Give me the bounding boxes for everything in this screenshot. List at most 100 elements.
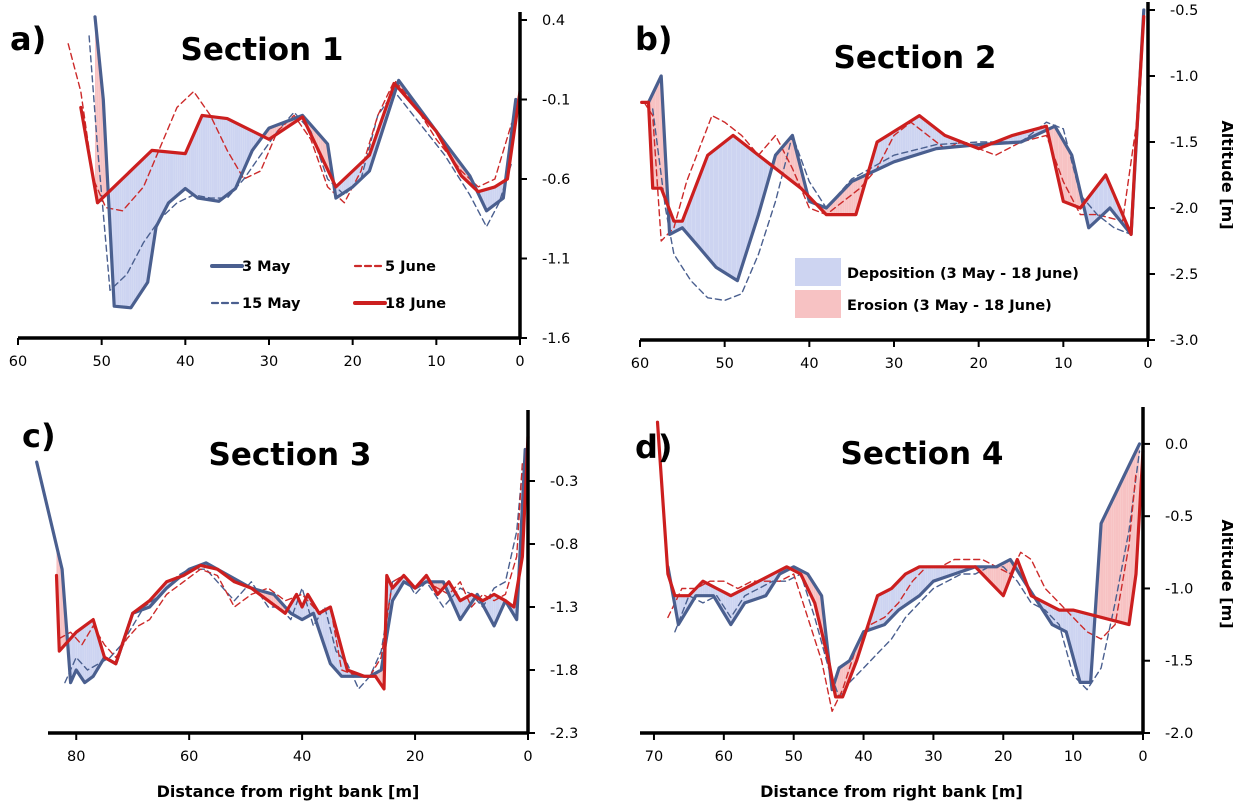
deposition-area <box>94 625 97 674</box>
deposition-area <box>364 157 367 176</box>
series-line-june5 <box>643 15 1145 242</box>
y-tick-label: -1.6 <box>542 331 570 347</box>
deposition-area <box>86 623 89 682</box>
panel-3: 80 60 40 20 0 -0.3 -0.8 -1.3 -1.8 -2.3 c) Section 3… <box>22 410 578 801</box>
deposition-area <box>1083 612 1086 683</box>
y-tick-label: -1.0 <box>1170 69 1198 85</box>
panel-title: Section 1 <box>181 32 344 68</box>
series-line-june5 <box>67 43 513 212</box>
y-tick-label: -0.3 <box>550 474 578 490</box>
deposition-area <box>887 134 890 166</box>
deposition-area <box>907 121 910 158</box>
deposition-area <box>756 153 759 221</box>
deposition-area <box>910 570 913 603</box>
erosion-area <box>848 182 852 215</box>
deposition-area <box>900 125 903 160</box>
deposition-area <box>709 152 712 262</box>
deposition-area <box>173 152 176 199</box>
erosion-area <box>1064 143 1068 203</box>
deposition-area <box>137 162 139 299</box>
deposition-area <box>1075 610 1078 673</box>
erosion-area <box>991 566 994 586</box>
panel-title: Section 3 <box>209 437 372 473</box>
deposition-area <box>1055 608 1059 628</box>
deposition-area <box>743 143 746 263</box>
deposition-area <box>897 580 900 612</box>
deposition-area <box>752 150 755 235</box>
x-tick-label: 10 <box>427 354 445 370</box>
deposition-area <box>934 127 937 150</box>
deposition-area <box>946 566 949 577</box>
deposition-area <box>487 188 490 211</box>
deposition-area <box>905 123 908 159</box>
deposition-area <box>234 122 237 190</box>
panel-letter: c) <box>22 417 56 455</box>
x-tick-label: 70 <box>645 749 663 765</box>
deposition-area <box>223 118 226 198</box>
deposition-area <box>232 121 235 191</box>
deposition-area <box>1094 186 1097 223</box>
deposition-area <box>693 186 696 244</box>
deposition-area <box>138 160 141 296</box>
deposition-area <box>215 117 218 202</box>
panel-title: Section 4 <box>841 436 1004 472</box>
deposition-area <box>745 144 748 256</box>
deposition-area <box>236 123 239 187</box>
erosion-area <box>844 186 847 215</box>
deposition-area <box>217 117 220 202</box>
deposition-area <box>878 139 881 170</box>
deposition-area <box>248 128 250 161</box>
deposition-area <box>343 177 346 193</box>
erosion-area <box>1109 501 1112 621</box>
deposition-area <box>1085 613 1089 683</box>
y-tick-label: -0.6 <box>542 172 570 188</box>
x-tick-label: 40 <box>176 354 194 370</box>
x-axis-label: Distance from right bank [m] <box>760 782 1023 801</box>
deposition-area <box>219 117 222 201</box>
deposition-area <box>912 569 915 601</box>
series-line-june5 <box>58 461 524 677</box>
x-tick-label: 10 <box>1064 749 1082 765</box>
deposition-area <box>882 592 885 626</box>
erosion-area <box>1107 505 1110 620</box>
erosion-area <box>1113 492 1116 622</box>
deposition-area <box>925 120 928 153</box>
deposition-area <box>490 187 493 208</box>
deposition-area <box>929 123 933 151</box>
series-line-june18 <box>640 15 1146 236</box>
deposition-area <box>902 124 906 160</box>
y-tick-label: -1.8 <box>550 663 578 679</box>
deposition-area <box>886 589 889 623</box>
erosion-area <box>783 143 786 177</box>
deposition-area <box>324 608 328 654</box>
y-tick-label: -1.0 <box>1165 581 1193 597</box>
x-tick-label: 50 <box>715 356 733 372</box>
deposition-area <box>244 126 247 169</box>
deposition-area <box>71 635 74 681</box>
deposition-area <box>697 174 701 249</box>
deposition-area <box>1051 606 1054 626</box>
y-tick-label: 0.0 <box>1165 437 1188 453</box>
series-line-may15 <box>64 467 524 690</box>
deposition-area <box>725 139 728 275</box>
x-tick-label: 30 <box>260 354 278 370</box>
deposition-area <box>916 567 919 598</box>
deposition-area <box>895 582 898 614</box>
deposition-area <box>194 128 197 197</box>
deposition-area <box>171 152 174 201</box>
deposition-area <box>119 179 122 307</box>
deposition-area <box>880 138 883 169</box>
series-line-june5 <box>667 472 1137 712</box>
deposition-area <box>707 154 710 260</box>
deposition-area <box>950 137 953 148</box>
deposition-area <box>161 151 164 216</box>
deposition-area <box>160 151 162 220</box>
deposition-area <box>925 566 928 590</box>
deposition-area <box>213 116 216 201</box>
y-tick-label: -0.5 <box>1165 509 1193 525</box>
deposition-area <box>738 590 741 613</box>
deposition-area <box>198 119 201 199</box>
deposition-area <box>90 619 93 679</box>
deposition-area <box>760 579 763 598</box>
series-line-may15 <box>674 450 1141 698</box>
